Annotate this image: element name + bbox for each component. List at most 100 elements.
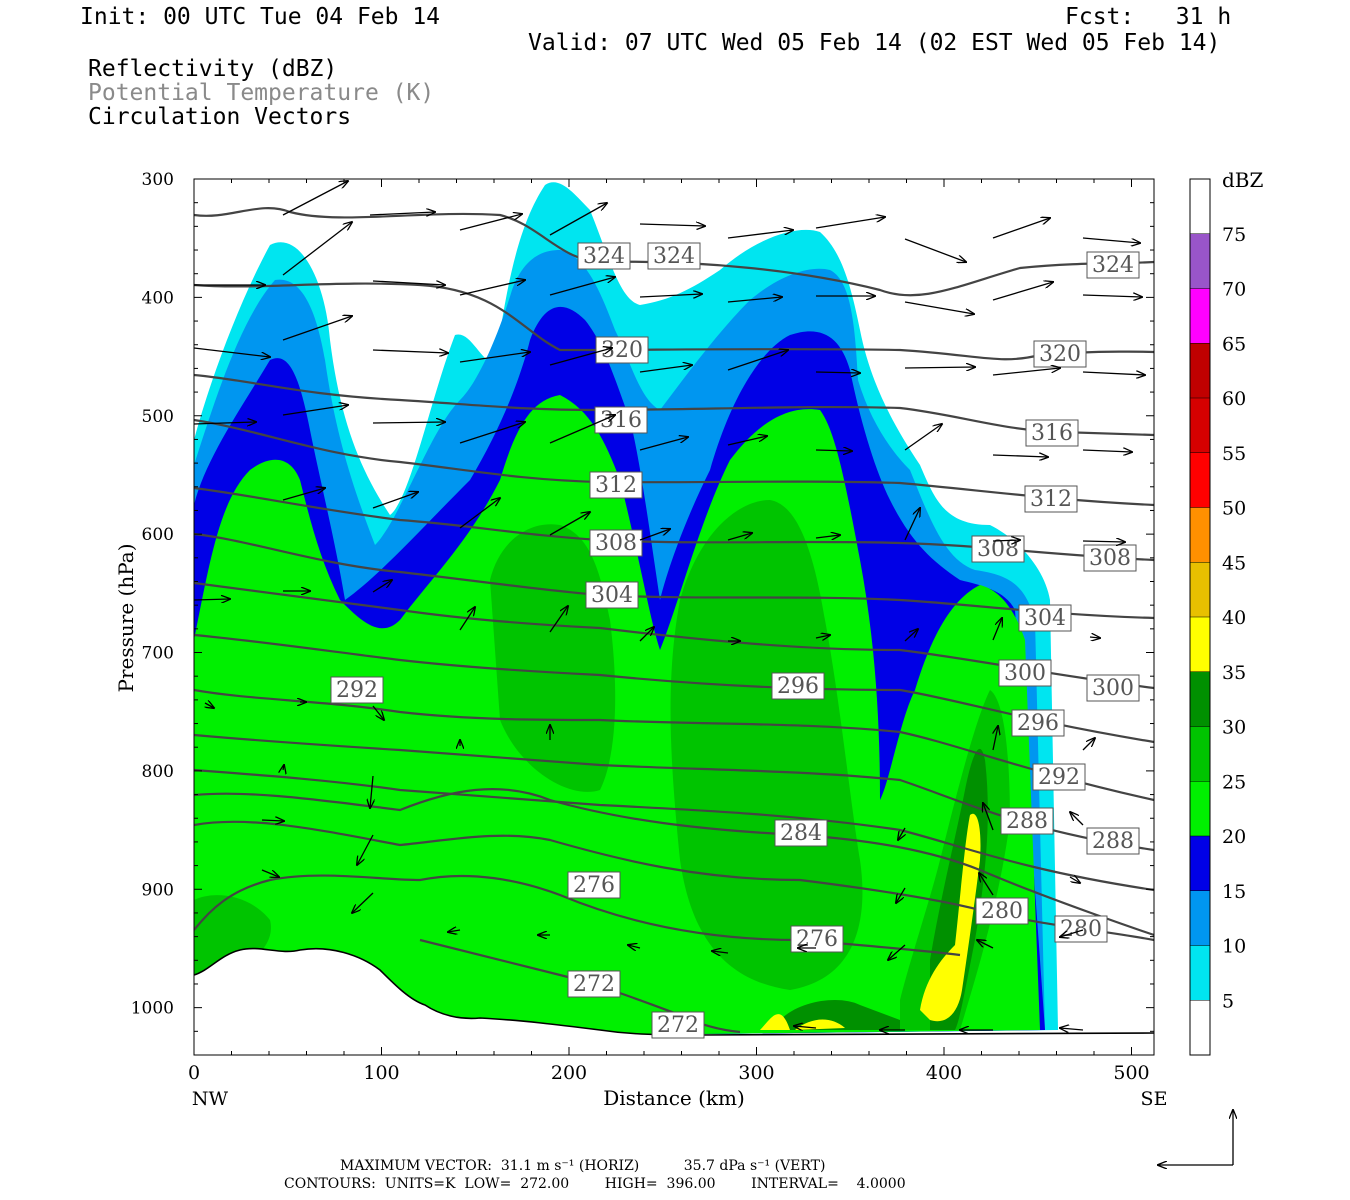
colorbar-level-label: 75 [1222,224,1246,246]
svg-text:300: 300 [1092,676,1134,701]
colorbar-swatch [1190,726,1210,782]
colorbar-swatch [1190,179,1210,234]
wind-vector [992,282,1053,301]
wind-vector [1082,372,1145,375]
wind-vector [459,422,525,444]
colorbar-swatch [1190,945,1210,1001]
colorbar-level-label: 25 [1222,771,1246,793]
theta-label-312b: 312 [1024,485,1078,513]
theta-label-280a: 280 [975,897,1029,925]
colorbar-swatch [1190,398,1210,453]
wind-vector [904,424,942,451]
wind-vector [282,222,352,276]
wind-vector [979,873,994,896]
svg-text:280: 280 [981,899,1023,924]
wind-vector [904,367,975,368]
x-tick-label: 500 [1113,1062,1149,1084]
terrain-mask [194,948,1154,1055]
reflectivity-30dbz-region [780,748,988,1030]
theta-label-324c: 324 [1086,251,1140,279]
x-tick-label: 400 [926,1062,962,1084]
wind-vector [727,230,793,239]
wind-vector [904,301,974,314]
colorbar-title: dBZ [1222,168,1264,192]
wind-vector [549,512,590,536]
theta-label-288a: 288 [1000,807,1054,835]
dbz-colorbar: 5 10 15 20 25 30 35 40 45 50 55 60 65 70 75 [1189,178,1246,1056]
wind-vector [815,372,860,373]
y-tick-label: 300 [142,170,174,190]
theta-label-320b: 320 [1033,340,1087,368]
svg-text:276: 276 [573,873,615,898]
max-vector-note: MAXIMUM VECTOR: 31.1 m s⁻¹ (HORIZ) 35.7 … [340,1158,826,1174]
wind-vector [372,422,445,423]
wind-vector [1082,295,1142,297]
colorbar-level-label: 40 [1222,607,1246,629]
theta-contour-296 [194,688,1154,802]
x-tick-label: 100 [363,1062,399,1084]
y-tick-label: 500 [142,407,174,427]
colorbar-level-label: 10 [1222,936,1246,958]
wind-vector [898,827,905,840]
wind-vector [372,350,448,353]
theta-label-300a: 300 [998,659,1052,687]
x-axis-ticks [193,179,1132,1055]
wind-vector [1069,877,1080,883]
wind-vector [992,368,1060,376]
svg-text:292: 292 [336,678,378,703]
wind-vector [1082,237,1140,243]
wind-vector [357,834,374,865]
wind-vector [1089,637,1100,638]
wind-vector [815,635,830,638]
wind-vector [983,803,994,831]
forecast-hour: Fcst: 31 h [1065,4,1232,30]
wind-vector [628,945,641,948]
colorbar-swatch [1190,343,1210,398]
theta-contour-288 [194,768,1154,892]
theta-label-304a: 304 [585,581,639,609]
colorbar-level-label: 65 [1222,333,1246,355]
wind-vector [372,280,445,285]
wind-vector [549,277,615,296]
theta-label-300b: 300 [1086,674,1140,702]
wind-vector [282,405,348,416]
wind-vector [549,348,612,366]
svg-text:312: 312 [1030,487,1072,512]
svg-text:304: 304 [591,583,633,608]
colorbar-swatch [1190,288,1210,344]
theta-label-324b: 324 [647,242,701,270]
wind-vector [1082,450,1132,452]
contours-note: CONTOURS: UNITS=K LOW= 272.00 HIGH= 396.… [284,1176,906,1192]
svg-text:320: 320 [1039,342,1081,367]
wind-vector [1082,738,1095,751]
colorbar-level-label: 55 [1222,443,1246,465]
wind-vector [205,703,214,708]
reference-vector-icon [1158,1110,1233,1165]
wind-vector [993,726,998,751]
x-tick-label: 200 [551,1062,587,1084]
wind-vector [459,498,500,529]
x-tick-label: 300 [738,1062,774,1084]
svg-text:292: 292 [1038,765,1080,790]
y-tick-label: 400 [142,288,174,308]
wind-vector [888,944,906,960]
svg-text:272: 272 [657,1013,699,1038]
svg-text:308: 308 [1089,546,1131,571]
colorbar-swatch [1190,781,1210,836]
wind-vector [639,529,670,541]
svg-text:296: 296 [1017,711,1059,736]
wind-vector [639,294,702,297]
colorbar-level-label: 15 [1222,881,1246,903]
theta-label-276a: 276 [567,871,621,899]
wind-vector [282,181,348,216]
x-axis-tick-labels: 0 100 200 300 400 500 [188,1062,1150,1084]
theta-label-284: 284 [774,819,828,847]
wind-vector [193,422,256,424]
wind-vector [549,415,615,444]
theta-label-296b: 296 [1011,709,1065,737]
wind-vector [459,280,525,296]
wind-vector [459,352,530,363]
wind-vector [904,508,920,541]
wind-vector [352,892,374,913]
wind-vector [639,224,705,226]
